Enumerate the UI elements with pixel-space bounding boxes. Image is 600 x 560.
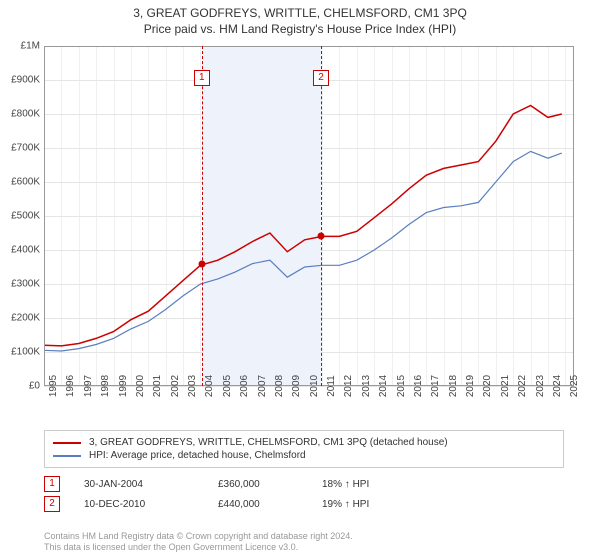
event-row: 2 10-DEC-2010 £440,000 19% ↑ HPI bbox=[44, 494, 564, 514]
series-price_paid bbox=[44, 106, 562, 346]
legend: 3, GREAT GODFREYS, WRITTLE, CHELMSFORD, … bbox=[44, 430, 564, 468]
plot-area: £0£100K£200K£300K£400K£500K£600K£700K£80… bbox=[44, 46, 574, 386]
x-axis-label: 2022 bbox=[513, 375, 528, 397]
legend-label: 3, GREAT GODFREYS, WRITTLE, CHELMSFORD, … bbox=[89, 437, 448, 448]
x-axis-label: 2025 bbox=[565, 375, 580, 397]
x-axis-label: 2003 bbox=[183, 375, 198, 397]
y-axis-label: £300K bbox=[11, 279, 44, 290]
sale-events: 1 30-JAN-2004 £360,000 18% ↑ HPI 2 10-DEC-201… bbox=[44, 474, 564, 514]
event-price: £360,000 bbox=[218, 479, 298, 490]
x-axis-label: 2018 bbox=[444, 375, 459, 397]
event-tag: 2 bbox=[44, 496, 60, 512]
legend-swatch bbox=[53, 455, 81, 457]
x-axis-label: 2008 bbox=[270, 375, 285, 397]
y-axis-label: £900K bbox=[11, 75, 44, 86]
marker-tag: 2 bbox=[313, 70, 329, 86]
marker-dot bbox=[198, 260, 205, 267]
y-axis-label: £100K bbox=[11, 347, 44, 358]
x-axis-label: 1996 bbox=[61, 375, 76, 397]
x-axis-label: 2005 bbox=[218, 375, 233, 397]
x-axis-label: 2023 bbox=[531, 375, 546, 397]
x-axis-label: 2001 bbox=[148, 375, 163, 397]
x-axis-label: 2002 bbox=[166, 375, 181, 397]
x-axis-label: 2012 bbox=[339, 375, 354, 397]
y-axis-label: £600K bbox=[11, 177, 44, 188]
x-axis-label: 2007 bbox=[253, 375, 268, 397]
x-axis-label: 2021 bbox=[496, 375, 511, 397]
x-axis-label: 2011 bbox=[322, 375, 337, 397]
marker-dot bbox=[317, 233, 324, 240]
x-axis-label: 2000 bbox=[131, 375, 146, 397]
x-axis-label: 2009 bbox=[287, 375, 302, 397]
x-axis-label: 2016 bbox=[409, 375, 424, 397]
series-hpi bbox=[44, 151, 562, 351]
x-axis-label: 2024 bbox=[548, 375, 563, 397]
x-axis-label: 2013 bbox=[357, 375, 372, 397]
x-axis-label: 1999 bbox=[114, 375, 129, 397]
y-axis-label: £200K bbox=[11, 313, 44, 324]
x-axis-label: 2014 bbox=[374, 375, 389, 397]
y-axis-label: £700K bbox=[11, 143, 44, 154]
event-row: 1 30-JAN-2004 £360,000 18% ↑ HPI bbox=[44, 474, 564, 494]
chart-title: 3, GREAT GODFREYS, WRITTLE, CHELMSFORD, … bbox=[0, 0, 600, 20]
y-axis-label: £800K bbox=[11, 109, 44, 120]
chart-container: 3, GREAT GODFREYS, WRITTLE, CHELMSFORD, … bbox=[0, 0, 600, 560]
y-axis-label: £400K bbox=[11, 245, 44, 256]
footer-line-1: Contains HM Land Registry data © Crown c… bbox=[44, 531, 564, 543]
legend-item: HPI: Average price, detached house, Chel… bbox=[53, 449, 555, 462]
x-axis-label: 2006 bbox=[235, 375, 250, 397]
legend-label: HPI: Average price, detached house, Chel… bbox=[89, 450, 306, 461]
x-axis-label: 2015 bbox=[392, 375, 407, 397]
legend-swatch bbox=[53, 442, 81, 444]
chart-svg bbox=[44, 46, 574, 386]
footer: Contains HM Land Registry data © Crown c… bbox=[44, 531, 564, 554]
event-date: 10-DEC-2010 bbox=[84, 499, 194, 510]
event-date: 30-JAN-2004 bbox=[84, 479, 194, 490]
y-axis-label: £500K bbox=[11, 211, 44, 222]
event-delta: 19% ↑ HPI bbox=[322, 499, 402, 510]
x-axis-label: 2010 bbox=[305, 375, 320, 397]
y-axis-label: £1M bbox=[21, 41, 44, 52]
marker-tag: 1 bbox=[194, 70, 210, 86]
x-axis-label: 2017 bbox=[426, 375, 441, 397]
x-axis-label: 2020 bbox=[478, 375, 493, 397]
footer-line-2: This data is licensed under the Open Gov… bbox=[44, 542, 564, 554]
x-axis-label: 1997 bbox=[79, 375, 94, 397]
event-tag: 1 bbox=[44, 476, 60, 492]
x-axis-label: 2019 bbox=[461, 375, 476, 397]
legend-item: 3, GREAT GODFREYS, WRITTLE, CHELMSFORD, … bbox=[53, 436, 555, 449]
event-delta: 18% ↑ HPI bbox=[322, 479, 402, 490]
x-axis-label: 1998 bbox=[96, 375, 111, 397]
y-axis-label: £0 bbox=[29, 381, 44, 392]
chart-subtitle: Price paid vs. HM Land Registry's House … bbox=[0, 20, 600, 36]
event-price: £440,000 bbox=[218, 499, 298, 510]
x-axis-label: 1995 bbox=[44, 375, 59, 397]
